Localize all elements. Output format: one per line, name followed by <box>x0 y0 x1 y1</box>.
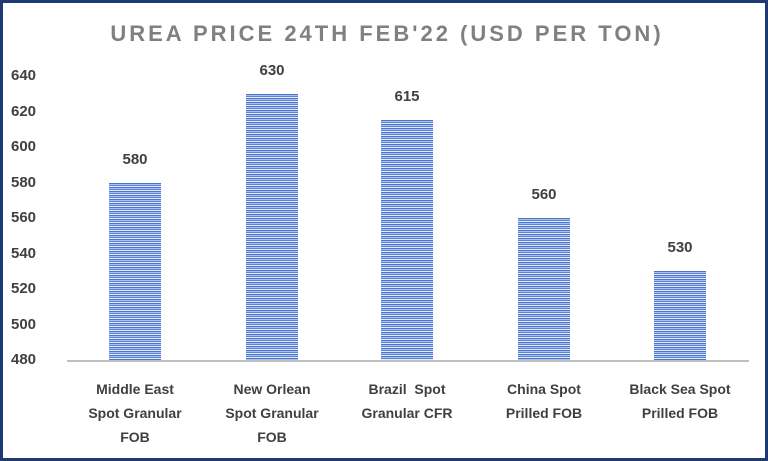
bar <box>654 271 706 360</box>
category-label: Brazil Spot Granular CFR <box>339 377 475 425</box>
y-tick-label: 480 <box>11 351 37 368</box>
y-tick-label: 580 <box>11 173 37 191</box>
category-label: Black Sea Spot Prilled FOB <box>612 377 748 425</box>
category-label-line: Granular CFR <box>361 405 453 421</box>
data-label: 560 <box>531 186 557 203</box>
y-tick-label: 560 <box>11 209 37 226</box>
category-label: China Spot Prilled FOB <box>476 377 612 425</box>
y-tick-label: 640 <box>11 67 37 84</box>
y-tick-label: 540 <box>11 244 37 262</box>
category-label: Middle East Spot Granular FOB <box>67 377 203 449</box>
x-axis-line <box>67 360 749 362</box>
y-tick-label: 520 <box>11 280 37 297</box>
data-label: 630 <box>259 61 285 79</box>
category-label-line: Brazil Spot <box>368 381 446 397</box>
category-label-line: Spot Granular <box>225 405 319 421</box>
category-label: New Orlean Spot Granular FOB <box>204 377 340 449</box>
data-label: 580 <box>122 150 148 168</box>
y-tick-label: 500 <box>11 315 37 333</box>
category-label-line: Middle East <box>96 381 174 397</box>
chart-title: UREA PRICE 24TH FEB'22 (USD PER TON) <box>110 21 664 46</box>
bar <box>518 218 570 360</box>
category-label-line: Prilled FOB <box>505 405 583 421</box>
bar <box>381 120 433 360</box>
category-label-line: Prilled FOB <box>641 405 719 421</box>
y-tick-label: 620 <box>11 102 37 120</box>
category-label-line: FOB <box>120 429 150 445</box>
bar <box>109 182 161 360</box>
category-label-line: Spot Granular <box>88 405 182 421</box>
category-label-line: Black Sea Spot <box>629 381 731 397</box>
bar <box>246 93 298 360</box>
y-tick-label: 600 <box>11 138 37 155</box>
category-label-line: China Spot <box>507 381 581 397</box>
data-label: 615 <box>394 88 420 106</box>
data-label: 530 <box>667 239 693 257</box>
category-label-line: New Orlean <box>233 381 311 397</box>
category-label-line: FOB <box>257 429 287 445</box>
